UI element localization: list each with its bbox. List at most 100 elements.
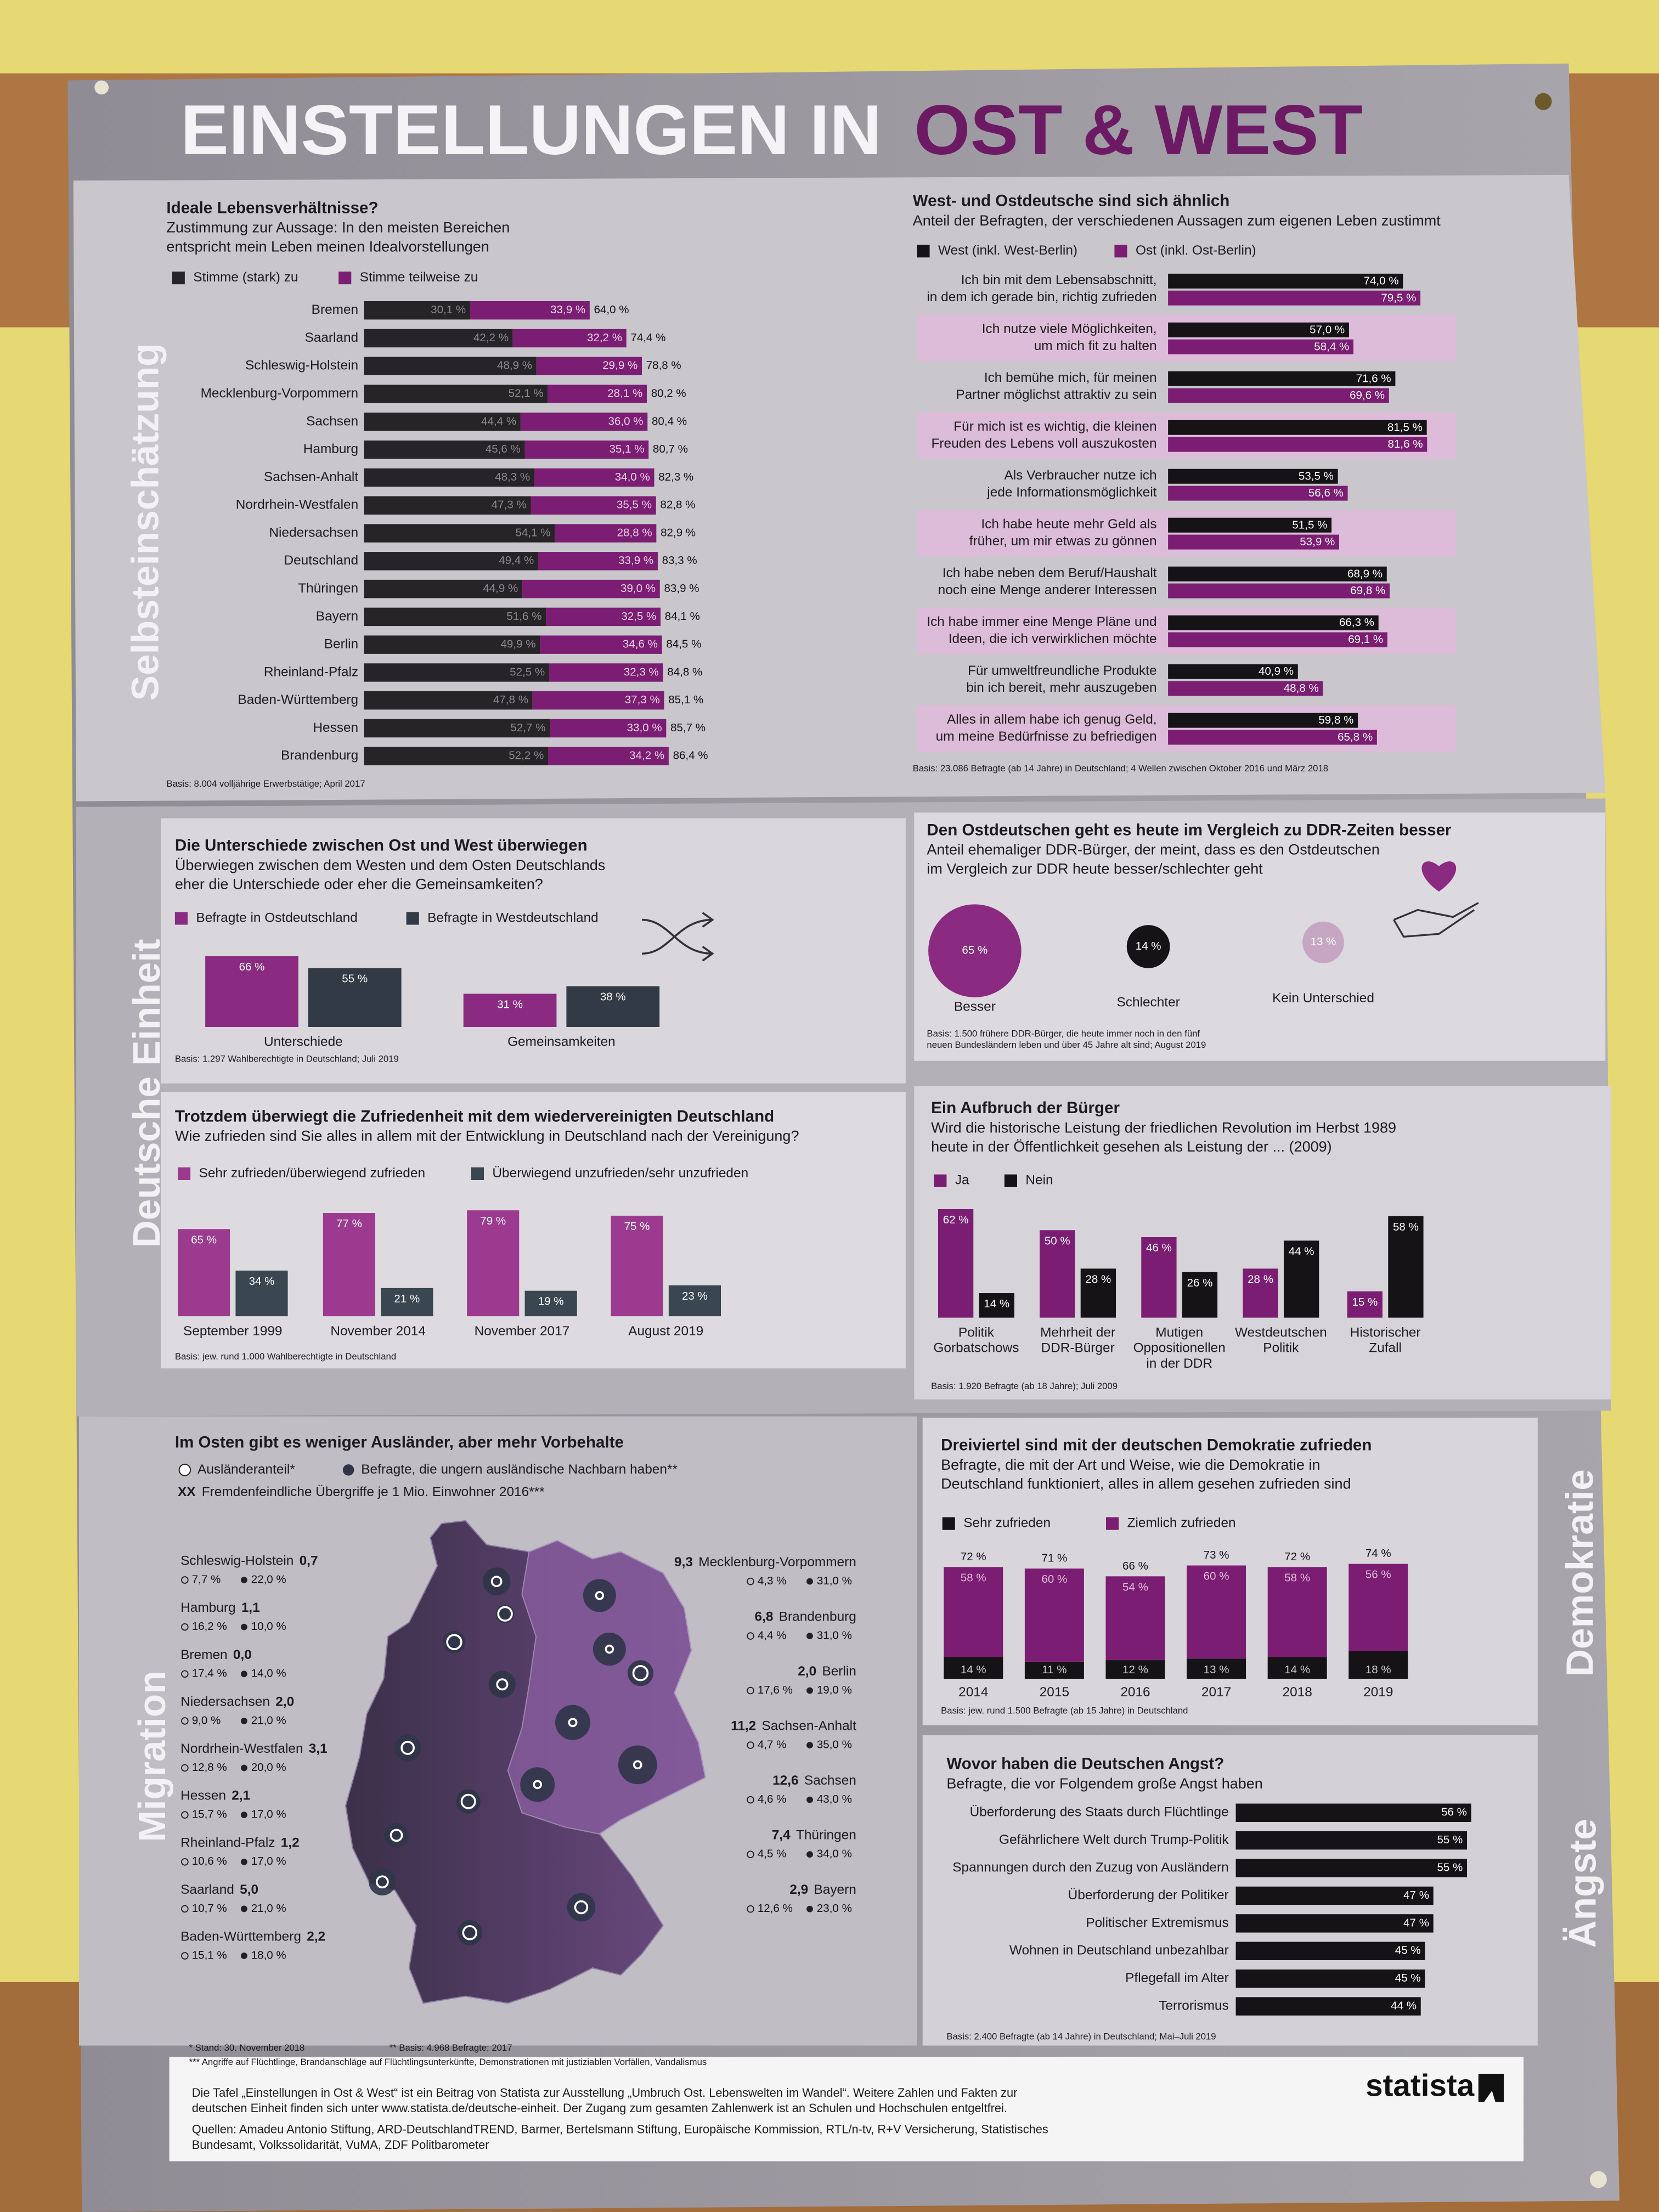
map-bubble — [592, 1632, 626, 1666]
value-label: 4,7 % — [758, 1739, 787, 1751]
bar-segment — [1267, 1657, 1327, 1679]
value-label: 14 % — [1284, 1663, 1310, 1676]
bar — [467, 1210, 520, 1317]
list-symbol — [181, 1670, 189, 1678]
value-label: 62 % — [943, 1214, 969, 1226]
category-label: Pflegefall im Alter — [1125, 1971, 1229, 1985]
chart-title: Wovor haben die Deutschen Angst? — [946, 1755, 1224, 1773]
value-label: 77 % — [336, 1217, 362, 1230]
logo-icon — [1478, 2074, 1504, 2102]
attack-rate: 3,1 — [309, 1742, 328, 1757]
category-label: Ich bemühe mich, für meinen — [984, 370, 1157, 385]
pin — [1590, 2171, 1607, 2188]
value-label: 53,5 % — [1299, 470, 1334, 482]
bar-segment — [364, 357, 537, 375]
value-label: 40,9 % — [1259, 665, 1294, 678]
legend-swatch — [172, 272, 185, 285]
attack-rate: 0,0 — [233, 1647, 252, 1662]
attack-rate: 1,2 — [281, 1836, 300, 1850]
legend-swatch — [178, 1167, 191, 1180]
value-label: 45,6 % — [486, 443, 521, 455]
list-symbol — [240, 1577, 247, 1583]
value-label: 54 % — [1122, 1581, 1148, 1593]
category-label: Bayern — [316, 609, 358, 624]
value-label: 23 % — [682, 1290, 708, 1302]
legend-symbol — [178, 1464, 191, 1476]
value-label: 56 % — [1365, 1568, 1391, 1581]
total-label: 74,4 % — [630, 331, 665, 344]
bar-segment — [532, 691, 664, 710]
list-symbol — [806, 1633, 813, 1639]
bar — [611, 1215, 663, 1317]
category-label: August 2019 — [628, 1324, 703, 1339]
legend-label: Ziemlich zufrieden — [1127, 1516, 1236, 1531]
bar-segment — [364, 385, 548, 403]
chart-panel — [161, 818, 906, 1084]
pin — [94, 80, 109, 95]
category-label: in dem ich gerade bin, richtig zufrieden — [927, 290, 1156, 304]
value-label: 46 % — [1146, 1242, 1172, 1254]
bar-segment — [364, 496, 531, 515]
value-label: 16,2 % — [192, 1620, 227, 1633]
value-label: 14 % — [961, 1663, 986, 1676]
bar — [1168, 566, 1387, 582]
total-label: 86,4 % — [673, 749, 708, 762]
list-symbol — [240, 1717, 247, 1724]
map-bubble — [583, 1579, 616, 1612]
value-label: 12 % — [1122, 1663, 1148, 1676]
map-ring — [533, 1780, 543, 1790]
chart-subtitle: Deutschland funktioniert, alles in allem… — [941, 1476, 1351, 1492]
value-label: 18 % — [1365, 1663, 1391, 1676]
bar — [1168, 388, 1389, 403]
state-label: 2,9 Bayern — [789, 1883, 856, 1898]
category-label: Terrorismus — [1159, 1999, 1228, 2013]
value-label: 31,0 % — [817, 1575, 852, 1587]
value-label: 81,5 % — [1387, 421, 1423, 433]
bar — [1168, 534, 1339, 550]
attack-rate: 0,7 — [300, 1554, 318, 1568]
category-label: Für mich ist es wichtig, die kleinen — [953, 419, 1156, 434]
value-label: 74,0 % — [1364, 274, 1399, 287]
value-label: 48,8 % — [1284, 682, 1319, 695]
list-symbol — [240, 1953, 247, 1959]
bar — [1168, 486, 1348, 501]
value-label: 14 % — [1136, 940, 1161, 952]
legend-label: Sehr zufrieden — [963, 1516, 1051, 1531]
category-label: Gemeinsamkeiten — [507, 1035, 616, 1049]
category-label: Mecklenburg-Vorpommern — [201, 386, 359, 401]
list-symbol — [181, 1952, 189, 1960]
chart-subtitle: Zustimmung zur Aussage: In den meisten B… — [166, 219, 510, 236]
section-label: Selbsteinschätzung — [123, 343, 166, 701]
category-label: 2014 — [958, 1685, 988, 1700]
legend-label: Überwiegend unzufrieden/sehr unzufrieden — [492, 1166, 748, 1181]
category-label: in der DDR — [1146, 1356, 1212, 1371]
value-label: 17,6 % — [758, 1684, 793, 1696]
list-symbol — [747, 1796, 754, 1804]
poster-title: EINSTELLUNGEN IN — [180, 91, 882, 170]
value-label: 52,5 % — [510, 665, 545, 678]
bar — [1235, 1859, 1468, 1877]
category-label: Schleswig-Holstein — [245, 358, 358, 373]
chart-subtitle: im Vergleich zur DDR heute besser/schlec… — [927, 860, 1263, 877]
bar-segment — [364, 468, 534, 487]
value-label: 10,7 % — [192, 1902, 227, 1915]
attack-rate: 12,6 — [772, 1774, 799, 1788]
value-label: 28 % — [1248, 1273, 1273, 1285]
map-ring — [490, 1576, 503, 1587]
attack-rate: 2,1 — [232, 1788, 250, 1803]
bar-segment — [531, 496, 656, 515]
map-bubble — [457, 1920, 483, 1945]
list-symbol — [181, 1905, 189, 1913]
bar-segment — [522, 579, 660, 599]
list-symbol — [806, 1578, 813, 1585]
value-label: 56 % — [1441, 1806, 1467, 1819]
state-name: Hamburg — [180, 1601, 235, 1616]
bar — [1168, 713, 1358, 728]
list-symbol — [747, 1686, 754, 1695]
category-label: Ich bin mit dem Lebensabschnitt, — [961, 273, 1157, 287]
shuffle-icon — [641, 912, 714, 962]
value-label: 68,9 % — [1347, 567, 1383, 580]
bar-segment — [364, 579, 523, 599]
category-label: Berlin — [324, 637, 358, 652]
total-label: 74 % — [1365, 1547, 1391, 1560]
